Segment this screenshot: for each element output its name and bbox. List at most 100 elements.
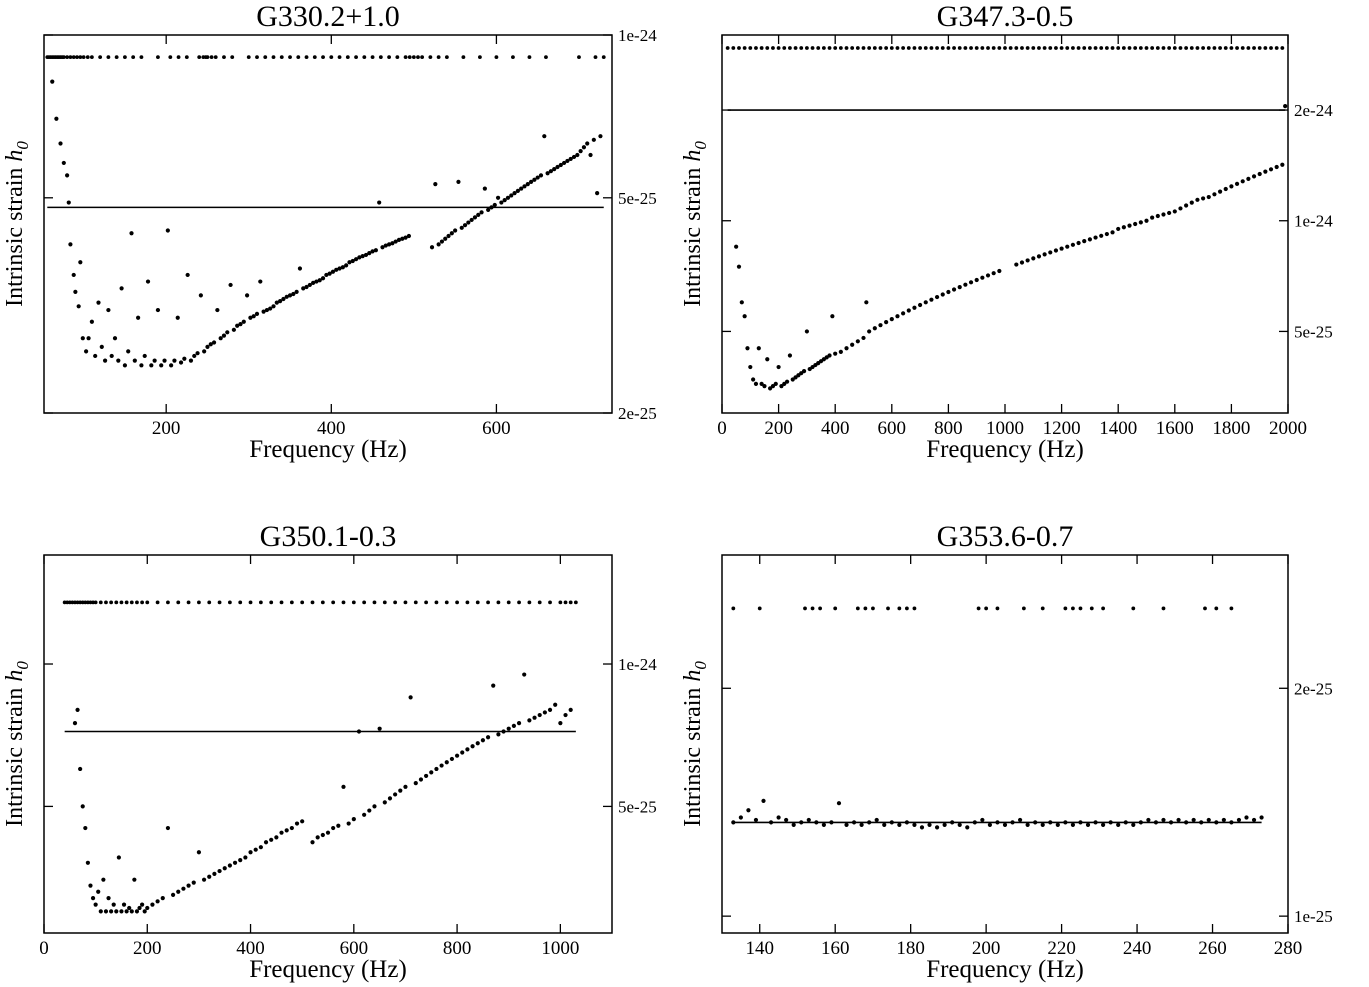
- vetoed-point: [1246, 46, 1251, 50]
- data-point: [480, 738, 486, 743]
- vetoed-point: [818, 606, 823, 611]
- data-point: [1229, 184, 1234, 189]
- vetoed-point: [217, 600, 222, 605]
- data-point: [1065, 244, 1070, 249]
- data-point: [165, 228, 170, 233]
- data-point: [519, 186, 524, 191]
- vetoed-point: [1101, 606, 1106, 611]
- data-point: [980, 275, 985, 280]
- data-point: [310, 840, 315, 845]
- vetoed-point: [156, 55, 160, 60]
- y-axis-label-text: Intrinsic strain: [2, 682, 28, 827]
- vetoed-point: [1037, 46, 1041, 50]
- data-point: [895, 314, 900, 319]
- data-point: [383, 243, 388, 248]
- vetoed-point: [1020, 46, 1024, 50]
- data-point: [833, 351, 838, 356]
- data-point: [400, 236, 405, 241]
- data-point: [1251, 174, 1257, 179]
- data-point: [314, 279, 319, 284]
- vetoed-point: [1093, 46, 1098, 50]
- data-point: [294, 289, 299, 294]
- y-axis-label-subscript: 0: [13, 141, 32, 150]
- data-point: [980, 817, 985, 823]
- data-point: [139, 363, 144, 368]
- data-point: [1274, 164, 1279, 170]
- data-point: [228, 282, 233, 288]
- vetoed-point: [207, 600, 212, 605]
- y-axis-label: Intrinsic strain h0: [2, 141, 32, 307]
- vetoed-point: [810, 46, 815, 50]
- vetoed-point: [1223, 46, 1228, 50]
- data-point: [103, 909, 109, 914]
- x-tick-label: 800: [934, 418, 963, 439]
- vetoed-point: [131, 55, 136, 60]
- data-point: [84, 349, 89, 354]
- x-axis-label: Frequency (Hz): [249, 436, 407, 463]
- data-point: [1033, 820, 1038, 825]
- data-point: [829, 820, 834, 825]
- data-point: [912, 822, 917, 827]
- data-point: [279, 830, 284, 835]
- vetoed-point: [271, 55, 276, 60]
- data-point: [145, 279, 151, 284]
- vetoed-point: [731, 606, 736, 611]
- vetoed-point: [1121, 46, 1126, 50]
- vetoed-point: [782, 46, 787, 50]
- vetoed-point: [816, 46, 821, 50]
- data-point: [251, 314, 256, 319]
- vetoed-point: [833, 606, 838, 611]
- data-point: [1217, 189, 1223, 194]
- vetoed-point: [821, 46, 826, 50]
- data-point: [253, 847, 258, 852]
- vetoed-point: [912, 46, 917, 50]
- data-point: [1093, 235, 1098, 240]
- vetoed-point: [1065, 46, 1070, 50]
- vetoed-point: [1218, 46, 1222, 50]
- data-point: [1040, 822, 1045, 827]
- data-point: [950, 820, 955, 825]
- vetoed-point: [81, 55, 86, 60]
- vetoed-point: [310, 600, 315, 605]
- vetoed-point: [337, 55, 342, 60]
- vetoed-point: [263, 55, 268, 60]
- data-point: [196, 850, 202, 855]
- data-point: [334, 267, 339, 272]
- data-point: [1251, 817, 1257, 823]
- vetoed-point: [411, 55, 416, 60]
- vetoed-point: [378, 55, 383, 60]
- vetoed-point: [75, 55, 79, 60]
- data-point: [1240, 179, 1245, 184]
- data-point: [475, 741, 480, 746]
- y-axis-label: Intrinsic strain h0: [2, 661, 32, 827]
- vetoed-point: [279, 55, 284, 60]
- data-point: [185, 272, 190, 278]
- data-point: [951, 287, 957, 292]
- data-point: [241, 319, 246, 324]
- data-point: [538, 173, 544, 178]
- x-tick-label: 160: [821, 938, 850, 959]
- vetoed-point: [803, 606, 807, 611]
- data-point: [356, 729, 362, 734]
- data-point: [542, 710, 547, 715]
- data-point: [746, 808, 751, 813]
- data-point: [1146, 817, 1151, 823]
- data-point: [588, 152, 593, 158]
- data-point: [1259, 815, 1264, 820]
- vetoed-point: [593, 55, 598, 60]
- data-point: [459, 225, 464, 230]
- data-point: [801, 369, 807, 374]
- data-point: [509, 193, 514, 198]
- data-point: [748, 364, 753, 370]
- vetoed-point: [269, 600, 274, 605]
- y-tick-label: 5e-25: [618, 797, 657, 816]
- vetoed-point: [1263, 46, 1268, 50]
- data-point: [208, 342, 213, 347]
- vetoed-point: [205, 55, 210, 60]
- data-point: [331, 825, 336, 831]
- vetoed-point: [897, 606, 902, 611]
- data-point: [165, 825, 171, 831]
- data-point: [99, 344, 104, 350]
- data-point: [350, 258, 355, 264]
- data-point: [1161, 212, 1166, 217]
